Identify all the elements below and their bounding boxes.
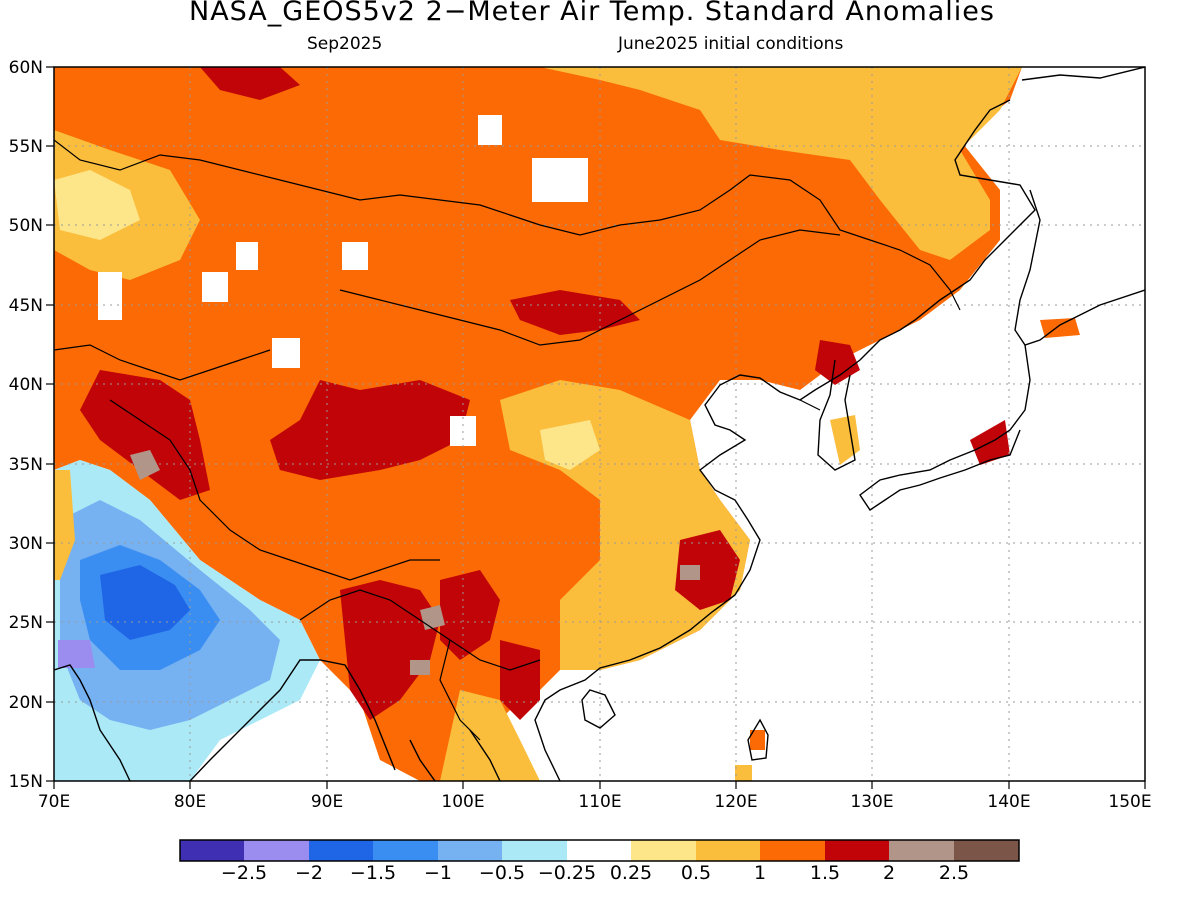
colorbar-label: 1 bbox=[753, 862, 767, 884]
colorbar-label: −1 bbox=[423, 862, 453, 884]
colorbar-label: −0.5 bbox=[478, 862, 526, 884]
colorbar-swatch bbox=[180, 840, 244, 861]
colorbar-label: 0.5 bbox=[680, 862, 712, 884]
lat-label: 50N bbox=[9, 216, 43, 236]
lat-label: 20N bbox=[9, 693, 43, 713]
longitude-labels: 70E 80E 90E 100E 110E 120E 130E 140E 150… bbox=[38, 792, 1152, 812]
color-bar bbox=[179, 839, 1020, 862]
lon-label: 80E bbox=[174, 792, 206, 812]
lat-label: 45N bbox=[9, 296, 43, 316]
colorbar-swatch bbox=[438, 840, 502, 861]
lon-label: 120E bbox=[714, 792, 757, 812]
lat-label: 30N bbox=[9, 534, 43, 554]
lat-label: 55N bbox=[9, 137, 43, 157]
lat-label: 25N bbox=[9, 613, 43, 633]
colorbar-label: 0.25 bbox=[609, 862, 653, 884]
tick-marks bbox=[46, 66, 1146, 789]
colorbar-swatch bbox=[631, 840, 696, 861]
latitude-labels: 60N 55N 50N 45N 40N 35N 30N 25N 20N 15N bbox=[9, 58, 43, 792]
colorbar-label: 2.5 bbox=[938, 862, 970, 884]
lat-label: 60N bbox=[9, 58, 43, 78]
lon-label: 130E bbox=[850, 792, 893, 812]
lon-label: 140E bbox=[987, 792, 1030, 812]
colorbar-swatch bbox=[954, 840, 1019, 861]
lon-label: 150E bbox=[1108, 792, 1151, 812]
colorbar-label: −2 bbox=[294, 862, 324, 884]
colorbar-label: 2 bbox=[882, 862, 896, 884]
colorbar-label: −2.5 bbox=[220, 862, 268, 884]
anomaly-field bbox=[54, 67, 1145, 781]
lat-label: 40N bbox=[9, 375, 43, 395]
lon-label: 90E bbox=[311, 792, 343, 812]
colorbar-swatch bbox=[309, 840, 373, 861]
colorbar-label: −0.25 bbox=[537, 862, 597, 884]
forecast-month: Sep2025 bbox=[307, 34, 383, 54]
coastlines bbox=[54, 67, 1145, 781]
colorbar-swatch bbox=[825, 840, 889, 861]
lon-label: 70E bbox=[38, 792, 70, 812]
lon-label: 100E bbox=[441, 792, 484, 812]
colorbar-swatch bbox=[244, 840, 309, 861]
colorbar-swatch bbox=[889, 840, 954, 861]
colorbar-swatch bbox=[760, 840, 825, 861]
colorbar-swatch bbox=[373, 840, 438, 861]
colorbar-label: −1.5 bbox=[349, 862, 397, 884]
lat-label: 35N bbox=[9, 455, 43, 475]
colorbar-swatch bbox=[567, 840, 631, 861]
initial-conditions: June2025 initial conditions bbox=[618, 34, 844, 54]
map-title: NASA_GEOS5v2 2−Meter Air Temp. Standard … bbox=[189, 0, 995, 27]
country-borders bbox=[54, 139, 961, 741]
colorbar-label: 1.5 bbox=[809, 862, 841, 884]
lon-label: 110E bbox=[578, 792, 621, 812]
colorbar-swatch bbox=[502, 840, 567, 861]
lat-label: 15N bbox=[9, 772, 43, 792]
colorbar-swatch bbox=[696, 840, 760, 861]
